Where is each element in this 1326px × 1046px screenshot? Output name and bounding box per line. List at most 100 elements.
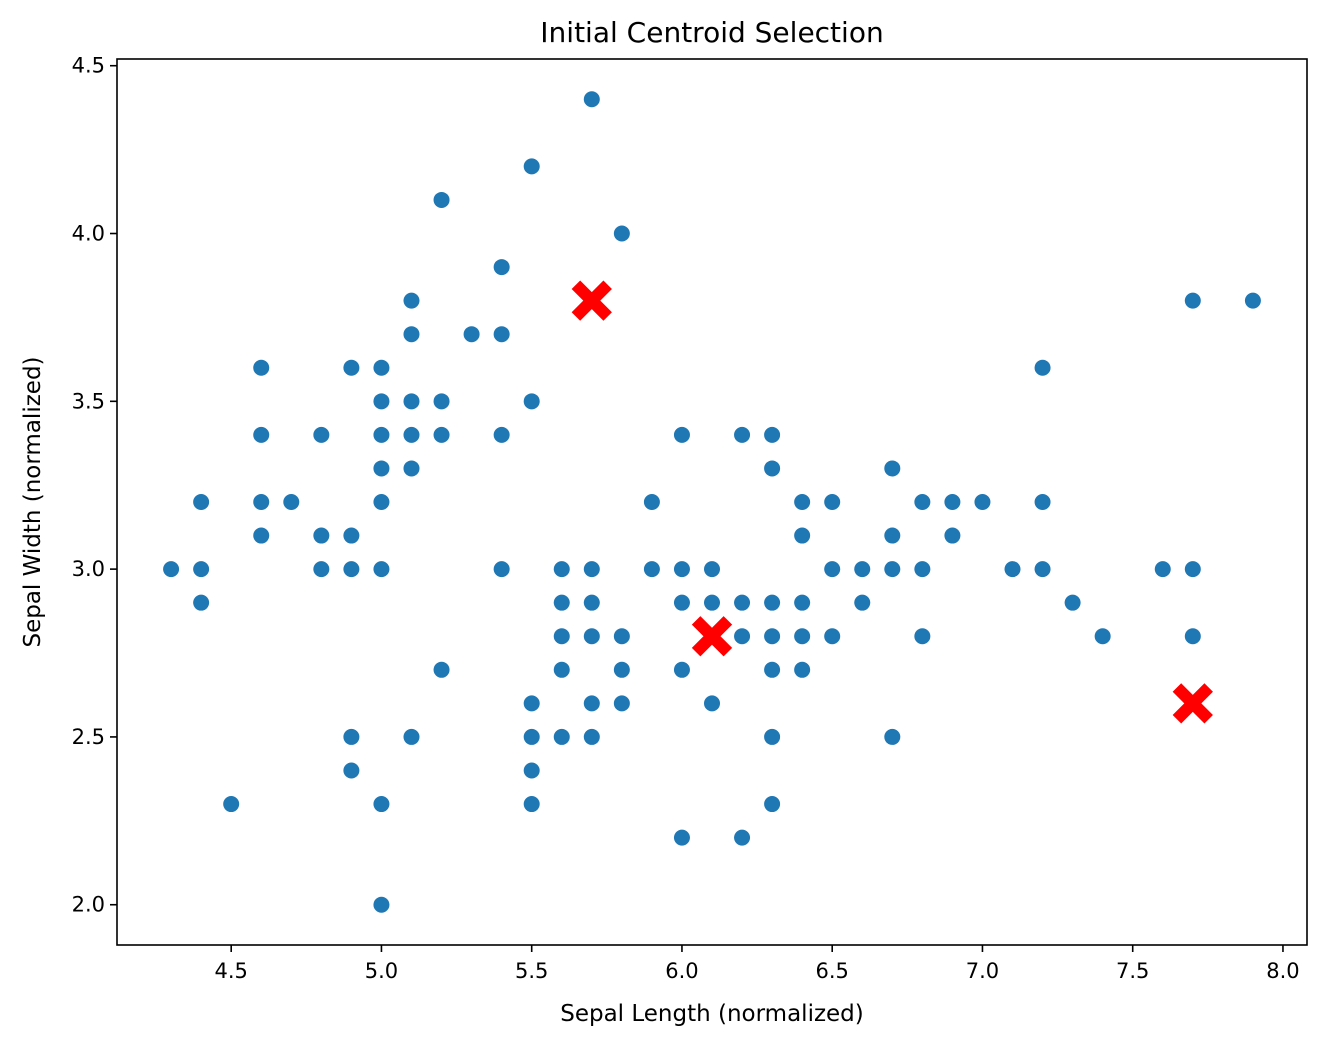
data-point (553, 728, 570, 745)
data-point (583, 728, 600, 745)
data-point (223, 796, 240, 813)
data-point (704, 695, 720, 712)
data-point (764, 796, 781, 813)
data-point (884, 728, 901, 745)
data-point (824, 494, 841, 510)
data-point (343, 527, 360, 544)
data-point (884, 460, 901, 477)
y-tick-label: 4.5 (72, 54, 105, 78)
data-point (343, 762, 360, 779)
data-point (583, 561, 600, 578)
data-point (493, 326, 510, 343)
data-point (794, 628, 811, 645)
data-point (373, 896, 390, 913)
data-point (553, 661, 570, 678)
data-point (433, 661, 450, 678)
data-point (884, 527, 901, 544)
data-point (764, 628, 781, 645)
data-point (764, 661, 781, 678)
data-point (884, 561, 901, 578)
centroid-markers (571, 280, 1213, 724)
data-point (583, 628, 600, 645)
data-points (163, 91, 1261, 913)
data-point (794, 661, 811, 678)
data-point (163, 561, 180, 578)
x-axis-ticks: 4.5 5.0 5.5 6.0 6.5 7.0 7.5 8.0 (214, 945, 1300, 983)
data-point (523, 728, 540, 745)
data-point (734, 426, 751, 443)
y-tick-label: 3.0 (72, 557, 105, 581)
x-tick-label: 5.5 (515, 959, 548, 983)
data-point (523, 796, 540, 813)
data-point (373, 426, 390, 443)
data-point (1064, 594, 1081, 611)
data-point (824, 561, 841, 578)
data-point (523, 393, 540, 410)
data-point (373, 796, 390, 813)
data-point (643, 561, 660, 578)
data-point (193, 494, 210, 510)
data-point (944, 494, 961, 510)
data-point (493, 259, 510, 276)
data-point (523, 695, 540, 712)
data-point (613, 225, 630, 242)
data-point (583, 594, 600, 611)
data-point (253, 359, 270, 376)
x-tick-label: 5.0 (365, 959, 398, 983)
data-point (1094, 628, 1111, 645)
data-point (613, 695, 630, 712)
data-point (493, 561, 510, 578)
data-point (673, 561, 690, 578)
data-point (914, 561, 931, 578)
data-point (403, 426, 420, 443)
data-point (313, 561, 330, 578)
y-axis-label: Sepal Width (normalized) (20, 356, 46, 647)
data-point (794, 527, 811, 544)
data-point (854, 561, 871, 578)
data-point (1034, 561, 1051, 578)
data-point (914, 494, 931, 510)
data-point (313, 426, 330, 443)
data-point (764, 460, 781, 477)
data-point (794, 594, 811, 611)
data-point (613, 628, 630, 645)
data-point (253, 494, 270, 510)
x-tick-label: 4.5 (214, 959, 247, 983)
data-point (553, 628, 570, 645)
data-point (974, 494, 991, 510)
data-point (613, 661, 630, 678)
data-point (764, 728, 781, 745)
data-point (403, 728, 420, 745)
centroid-marker (571, 280, 612, 321)
data-point (673, 426, 690, 443)
data-point (253, 426, 270, 443)
data-point (1184, 292, 1201, 309)
data-point (343, 359, 360, 376)
data-point (433, 393, 450, 410)
data-point (433, 426, 450, 443)
data-point (1154, 561, 1171, 578)
data-point (433, 191, 450, 208)
data-point (1004, 561, 1021, 578)
data-point (373, 494, 390, 510)
data-point (253, 527, 270, 544)
data-point (463, 326, 480, 343)
data-point (553, 561, 570, 578)
data-point (1184, 628, 1201, 645)
data-point (734, 829, 751, 846)
data-point (734, 594, 751, 611)
y-axis-ticks: 2.0 2.5 3.0 3.5 4.0 4.5 (72, 54, 117, 917)
data-point (403, 326, 420, 343)
data-point (944, 527, 961, 544)
data-point (1034, 359, 1051, 376)
x-tick-label: 6.0 (665, 959, 698, 983)
data-point (583, 695, 600, 712)
data-point (673, 661, 690, 678)
data-point (193, 561, 210, 578)
x-tick-label: 7.0 (966, 959, 999, 983)
y-tick-label: 3.5 (72, 389, 105, 413)
data-point (373, 561, 390, 578)
data-point (794, 494, 811, 510)
data-point (343, 561, 360, 578)
